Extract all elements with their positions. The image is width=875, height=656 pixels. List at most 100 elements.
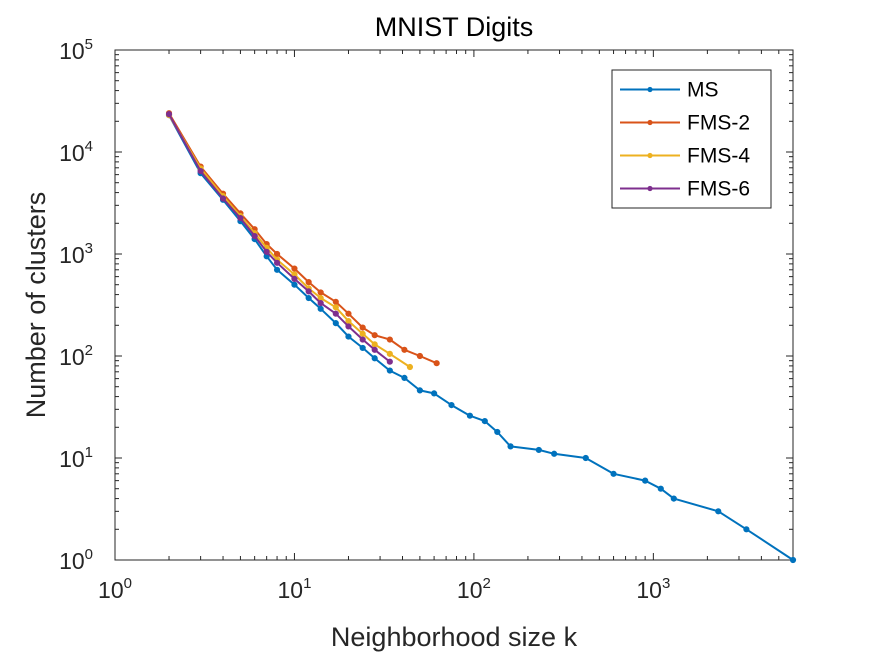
series-lines — [165, 110, 797, 564]
data-point — [371, 332, 378, 339]
data-point — [273, 266, 281, 273]
y-tick-label: 104 — [59, 138, 93, 166]
x-tick-label: 100 — [98, 575, 132, 603]
legend-item: FMS-2 — [620, 112, 750, 135]
series-ms — [165, 112, 797, 564]
data-point — [165, 111, 173, 118]
data-point — [386, 350, 393, 357]
data-point — [406, 363, 414, 371]
data-point — [345, 310, 352, 317]
x-tick-label: 103 — [636, 575, 670, 603]
data-point — [657, 485, 664, 492]
chart-title: MNIST Digits — [375, 12, 534, 42]
data-point — [430, 390, 438, 397]
y-tick-base: 10 — [59, 548, 85, 574]
data-point — [371, 341, 378, 348]
x-tick-exponent: 3 — [662, 575, 670, 592]
data-point — [273, 259, 281, 266]
data-point — [371, 355, 378, 362]
data-point — [332, 310, 339, 317]
data-point — [789, 556, 797, 564]
x-tick-base: 10 — [277, 577, 303, 603]
data-point — [371, 346, 378, 353]
legend: MS FMS-2 FMS-4 FMS-6 — [611, 69, 772, 209]
data-point — [535, 446, 542, 454]
legend-label: FMS-4 — [687, 145, 750, 168]
legend-swatch-marker — [647, 86, 653, 93]
y-tick-exponent: 2 — [85, 342, 93, 359]
data-point — [345, 317, 352, 325]
x-axis-label: Neighborhood size k — [331, 622, 578, 652]
data-point — [345, 323, 352, 330]
data-point — [273, 250, 281, 258]
y-tick-base: 10 — [59, 140, 85, 166]
data-point — [642, 477, 649, 484]
legend-label: MS — [687, 79, 719, 102]
data-point — [610, 470, 617, 477]
data-point — [416, 352, 423, 360]
legend-box — [611, 69, 772, 209]
series-fms-6 — [165, 111, 393, 365]
y-tick-label: 105 — [59, 36, 93, 64]
data-point — [670, 495, 677, 502]
x-tick-base: 10 — [457, 577, 483, 603]
y-tick-label: 103 — [59, 240, 93, 268]
data-point — [448, 402, 455, 409]
y-tick-label: 100 — [59, 546, 93, 574]
data-point — [263, 248, 270, 255]
data-point — [359, 330, 366, 337]
legend-item: FMS-6 — [620, 178, 750, 201]
x-tick-exponent: 0 — [124, 575, 132, 592]
data-point — [551, 450, 558, 457]
data-point — [386, 336, 393, 343]
data-point — [291, 275, 298, 283]
data-point — [317, 305, 324, 312]
y-tick-exponent: 1 — [85, 444, 93, 461]
data-point — [291, 265, 298, 272]
data-point — [317, 289, 324, 296]
data-point — [416, 387, 423, 394]
data-point — [359, 324, 366, 331]
y-tick-base: 10 — [59, 446, 85, 472]
x-tick-exponent: 1 — [303, 575, 311, 592]
data-point — [317, 294, 324, 302]
data-point — [305, 294, 312, 302]
data-point — [466, 412, 474, 419]
legend-item: MS — [620, 79, 719, 102]
y-tick-base: 10 — [59, 344, 85, 370]
y-tick-label: 101 — [59, 444, 93, 472]
data-point — [401, 346, 408, 353]
data-point — [494, 428, 501, 436]
data-point — [305, 288, 312, 295]
data-point — [251, 232, 258, 240]
x-tick-base: 10 — [636, 577, 662, 603]
data-point — [359, 344, 366, 352]
x-tick-exponent: 2 — [483, 575, 491, 592]
series-line — [168, 114, 411, 368]
y-tick-base: 10 — [59, 38, 85, 64]
legend-label: FMS-6 — [687, 178, 750, 201]
data-point — [359, 336, 366, 343]
data-point — [219, 195, 227, 202]
data-point — [332, 298, 339, 305]
legend-swatch-marker — [647, 119, 653, 126]
legend-swatch-marker — [647, 152, 653, 159]
legend-label: FMS-2 — [687, 112, 750, 135]
data-point — [481, 418, 488, 425]
legend-item: FMS-4 — [620, 145, 750, 168]
data-point — [291, 281, 298, 288]
data-point — [317, 300, 324, 307]
x-tick-label: 102 — [457, 575, 491, 603]
data-point — [386, 367, 393, 374]
data-point — [401, 374, 408, 381]
y-axis-label: Number of clusters — [21, 192, 51, 419]
data-point — [237, 214, 244, 222]
y-tick-exponent: 0 — [85, 546, 93, 563]
y-tick-label: 102 — [59, 342, 93, 370]
y-tick-base: 10 — [59, 242, 85, 268]
x-tick-label: 101 — [277, 575, 311, 603]
data-point — [715, 508, 722, 515]
data-point — [305, 279, 312, 286]
